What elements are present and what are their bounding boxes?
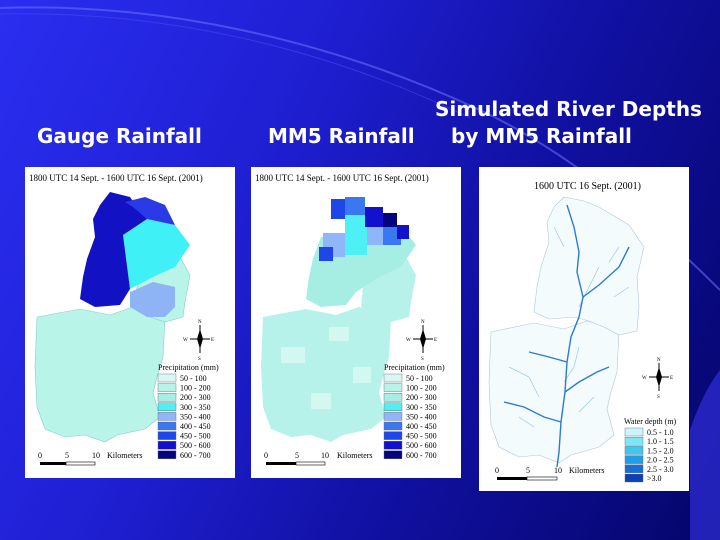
gauge-legend-swatch <box>157 383 177 392</box>
depth-compass-e: E <box>670 376 673 381</box>
gauge-legend-label: 200 - 300 <box>180 393 211 402</box>
mm5-legend-label: 500 - 600 <box>406 441 437 450</box>
gauge-rainfall-map: 1800 UTC 14 Sept. - 1600 UTC 16 Sept. (2… <box>25 167 235 478</box>
depth-north-arrow: N S E W <box>642 358 673 400</box>
depth-scale-bar: 0 5 10 Kilometers <box>495 466 605 481</box>
gauge-legend-label: 50 - 100 <box>180 374 207 383</box>
gauge-compass-s: S <box>198 357 201 362</box>
mm5-legend-swatch <box>383 412 403 421</box>
mm5-legend-swatch <box>383 450 403 459</box>
gauge-scale-bar: 0 5 10 Kilometers <box>38 451 143 466</box>
depth-legend-swatch <box>624 455 644 464</box>
gauge-legend-label: 300 - 350 <box>180 403 211 412</box>
mm5-rainfall-map: 1800 UTC 14 Sept. - 1600 UTC 16 Sept. (2… <box>251 167 461 478</box>
gauge-legend-swatch <box>157 402 177 412</box>
depth-compass-s: S <box>657 395 660 400</box>
depth-compass-n: N <box>657 358 661 363</box>
gauge-compass-n: N <box>198 320 202 325</box>
depth-legend-label: >3.0 <box>647 474 662 483</box>
gauge-scale-tick-5: 5 <box>65 451 69 460</box>
depth-legend-label: 1.5 - 2.0 <box>647 446 674 455</box>
depth-legend-swatch <box>624 427 644 437</box>
river-depths-title-line2: by MM5 Rainfall <box>451 124 632 148</box>
mm5-compass-s: S <box>421 357 424 362</box>
gauge-compass-e: E <box>211 338 214 343</box>
mm5-rainfall-title: MM5 Rainfall <box>268 124 415 148</box>
mm5-compass-e: E <box>434 338 437 343</box>
depth-legend: 0.5 - 1.01.0 - 1.51.5 - 2.02.0 - 2.52.5 … <box>624 427 674 483</box>
depth-scale-tick-10: 10 <box>554 466 562 475</box>
gauge-legend-title: Precipitation (mm) <box>158 363 219 372</box>
mm5-legend-swatch <box>383 441 403 450</box>
depth-legend-swatch <box>624 446 644 455</box>
gauge-legend-swatch <box>157 450 177 459</box>
river-depths-map: 1600 UTC 16 Sept. (2001) <box>479 167 689 491</box>
depth-legend-swatch <box>624 473 644 483</box>
depth-scale-tick-0: 0 <box>495 466 499 475</box>
river-depths-title-line1: Simulated River Depths <box>435 97 702 121</box>
gauge-compass-w: W <box>183 338 188 343</box>
mm5-legend-label: 200 - 300 <box>406 393 437 402</box>
gauge-scale-tick-0: 0 <box>38 451 42 460</box>
depth-legend-label: 2.5 - 3.0 <box>647 465 674 474</box>
mm5-north-arrow: N S E W <box>406 320 437 362</box>
gauge-legend-swatch <box>157 421 177 431</box>
depth-legend-label: 1.0 - 1.5 <box>647 437 674 446</box>
mm5-scale-tick-5: 5 <box>295 451 299 460</box>
mm5-compass-n: N <box>421 320 425 325</box>
depth-legend-swatch <box>624 437 644 446</box>
gauge-legend-swatch <box>157 412 177 421</box>
depth-scale-tick-5: 5 <box>526 466 530 475</box>
gauge-scale-unit: Kilometers <box>107 451 143 460</box>
mm5-legend-title: Precipitation (mm) <box>384 363 445 372</box>
gauge-scale-tick-10: 10 <box>92 451 100 460</box>
mm5-scale-tick-10: 10 <box>321 451 329 460</box>
depth-legend-title: Water depth (m) <box>624 417 677 426</box>
mm5-legend-label: 400 - 450 <box>406 422 437 431</box>
mm5-legend-label: 450 - 500 <box>406 432 437 441</box>
depth-legend-swatch <box>624 464 644 473</box>
depth-compass-w: W <box>642 376 647 381</box>
depth-legend-label: 2.0 - 2.5 <box>647 456 674 465</box>
mm5-compass-w: W <box>406 338 411 343</box>
gauge-legend-swatch <box>157 373 177 383</box>
gauge-legend-label: 400 - 450 <box>180 422 211 431</box>
mm5-legend-swatch <box>383 431 403 440</box>
depth-timestamp: 1600 UTC 16 Sept. (2001) <box>534 181 641 192</box>
gauge-basin <box>34 192 191 443</box>
mm5-scale-bar: 0 5 10 Kilometers <box>264 451 373 466</box>
gauge-legend-swatch <box>157 392 177 402</box>
mm5-legend-label: 300 - 350 <box>406 403 437 412</box>
mm5-scale-unit: Kilometers <box>337 451 373 460</box>
mm5-timestamp: 1800 UTC 14 Sept. - 1600 UTC 16 Sept. (2… <box>255 173 429 183</box>
gauge-legend-swatch <box>157 441 177 450</box>
depth-basin <box>488 196 645 468</box>
gauge-rainfall-title: Gauge Rainfall <box>37 124 202 148</box>
gauge-legend-label: 100 - 200 <box>180 384 211 393</box>
depth-legend-label: 0.5 - 1.0 <box>647 428 674 437</box>
mm5-legend-label: 100 - 200 <box>406 384 437 393</box>
mm5-legend-swatch <box>383 383 403 392</box>
mm5-legend-label: 600 - 700 <box>406 451 437 460</box>
mm5-legend-label: 350 - 400 <box>406 412 437 421</box>
depth-scale-unit: Kilometers <box>569 466 605 475</box>
gauge-legend-swatch <box>157 431 177 440</box>
mm5-legend-swatch <box>383 392 403 402</box>
gauge-timestamp: 1800 UTC 14 Sept. - 1600 UTC 16 Sept. (2… <box>29 173 203 183</box>
mm5-scale-tick-0: 0 <box>264 451 268 460</box>
mm5-legend-swatch <box>383 373 403 383</box>
gauge-legend-label: 450 - 500 <box>180 432 211 441</box>
mm5-basin <box>261 197 416 442</box>
mm5-legend-swatch <box>383 421 403 431</box>
mm5-legend-label: 50 - 100 <box>406 374 433 383</box>
gauge-legend-label: 600 - 700 <box>180 451 211 460</box>
gauge-north-arrow: N S E W <box>183 320 214 362</box>
gauge-legend-label: 350 - 400 <box>180 412 211 421</box>
gauge-legend-label: 500 - 600 <box>180 441 211 450</box>
mm5-legend-swatch <box>383 402 403 412</box>
